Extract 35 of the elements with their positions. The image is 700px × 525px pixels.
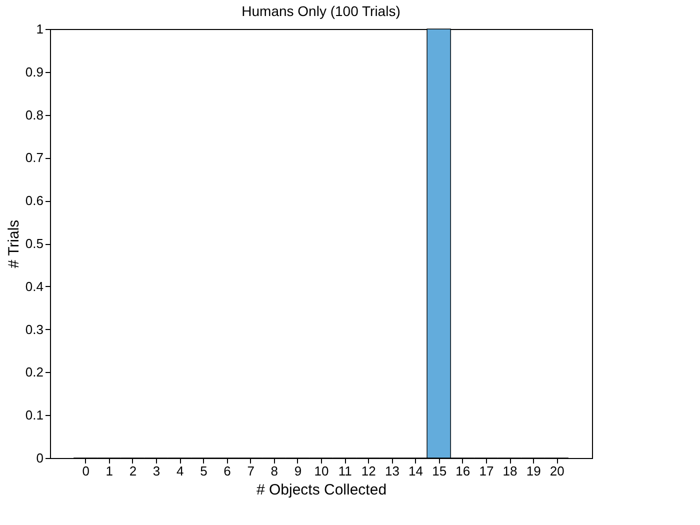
y-tick-label: 0.9 xyxy=(25,64,44,80)
y-tick-label: 0.2 xyxy=(25,364,44,380)
x-tick-label: 12 xyxy=(361,464,376,478)
x-tick-label: 5 xyxy=(200,464,208,478)
y-axis-title: # Trials xyxy=(5,220,22,268)
x-tick-label: 13 xyxy=(384,464,400,478)
y-tick-label: 0.6 xyxy=(25,193,44,208)
y-tick-label: 0 xyxy=(36,450,44,466)
x-tick-label: 4 xyxy=(176,464,184,478)
chart-title: Humans Only (100 Trials) xyxy=(242,3,400,19)
x-tick-label: 15 xyxy=(432,464,447,478)
x-tick-label: 17 xyxy=(479,464,494,478)
y-tick-label: 1 xyxy=(36,22,44,36)
x-tick-label: 14 xyxy=(408,464,423,478)
x-tick-label: 2 xyxy=(129,464,137,478)
x-tick-label: 10 xyxy=(314,464,329,478)
x-tick-label: 3 xyxy=(152,464,160,478)
y-tick-label: 0.5 xyxy=(25,236,44,251)
x-tick-label: 8 xyxy=(270,464,278,478)
x-tick-label: 7 xyxy=(247,464,254,478)
x-tick-label: 19 xyxy=(526,464,541,478)
x-tick-label: 18 xyxy=(502,464,518,478)
x-tick-label: 11 xyxy=(338,464,352,478)
y-tick-label: 0.4 xyxy=(25,278,44,294)
y-tick-label: 0.1 xyxy=(25,408,44,423)
x-tick-label: 0 xyxy=(82,464,90,478)
y-tick-label: 0.8 xyxy=(25,107,44,122)
x-tick-label: 6 xyxy=(224,464,231,478)
x-axis-title: # Objects Collected xyxy=(256,482,387,498)
x-tick-label: 16 xyxy=(456,464,470,478)
x-tick-label: 20 xyxy=(550,464,564,478)
x-tick-label: 9 xyxy=(294,464,302,478)
y-tick-label: 0.3 xyxy=(25,322,44,337)
y-tick-label: 0.7 xyxy=(25,150,44,166)
x-tick-label: 1 xyxy=(106,464,114,478)
